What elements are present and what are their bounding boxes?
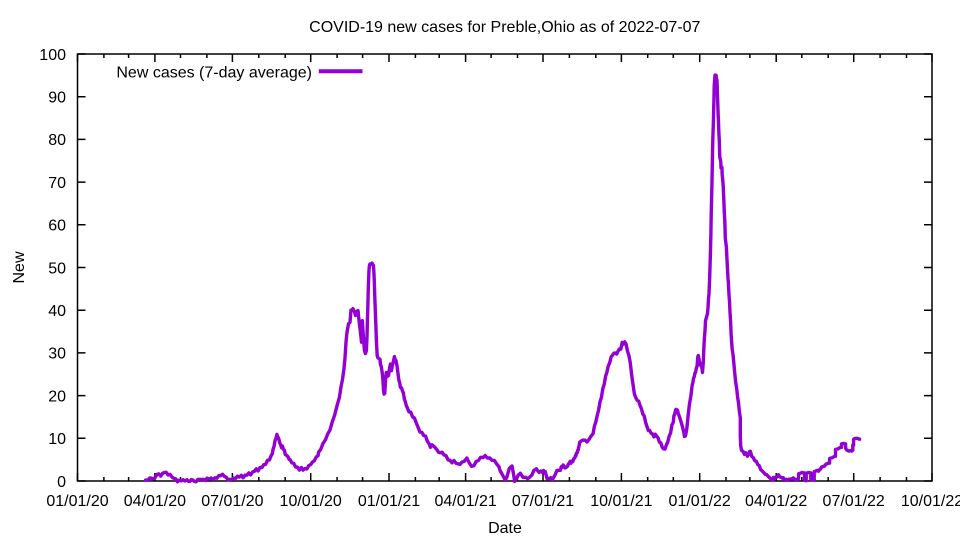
svg-text:New: New	[11, 251, 28, 283]
svg-text:Date: Date	[488, 520, 522, 537]
svg-text:01/01/20: 01/01/20	[46, 493, 108, 510]
svg-text:01/01/22: 01/01/22	[669, 493, 731, 510]
svg-text:10/01/22: 10/01/22	[901, 493, 960, 510]
svg-text:10/01/21: 10/01/21	[590, 493, 652, 510]
svg-text:80: 80	[48, 132, 66, 149]
svg-text:90: 90	[48, 90, 66, 107]
svg-text:60: 60	[48, 218, 66, 235]
svg-text:04/01/20: 04/01/20	[124, 493, 186, 510]
svg-text:01/01/21: 01/01/21	[358, 493, 420, 510]
svg-text:20: 20	[48, 388, 66, 405]
svg-text:100: 100	[39, 47, 66, 64]
svg-text:10/01/20: 10/01/20	[280, 493, 342, 510]
svg-text:40: 40	[48, 303, 66, 320]
svg-text:07/01/20: 07/01/20	[201, 493, 263, 510]
svg-text:10: 10	[48, 431, 66, 448]
svg-text:04/01/21: 04/01/21	[434, 493, 496, 510]
svg-text:30: 30	[48, 346, 66, 363]
svg-text:New cases (7-day average): New cases (7-day average)	[116, 65, 312, 82]
svg-text:04/01/22: 04/01/22	[745, 493, 807, 510]
svg-text:0: 0	[57, 474, 66, 491]
svg-text:COVID-19 new cases for Preble,: COVID-19 new cases for Preble,Ohio as of…	[309, 19, 700, 36]
svg-text:50: 50	[48, 260, 66, 277]
svg-text:07/01/22: 07/01/22	[823, 493, 885, 510]
svg-text:07/01/21: 07/01/21	[512, 493, 574, 510]
svg-text:70: 70	[48, 175, 66, 192]
